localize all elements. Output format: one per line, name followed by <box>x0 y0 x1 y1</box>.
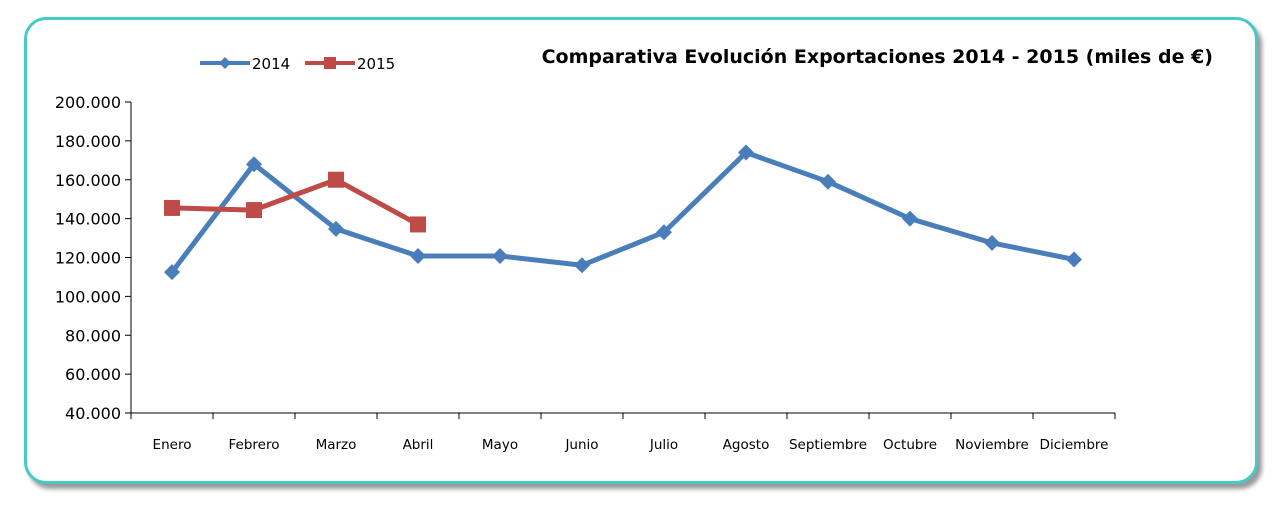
x-tick-label: Diciembre <box>1040 437 1109 453</box>
y-tick-label: 200.000 <box>55 93 121 112</box>
data-point <box>246 202 262 219</box>
legend-label: 2014 <box>252 55 290 73</box>
data-point <box>656 224 672 241</box>
y-tick-label: 80.000 <box>65 326 121 345</box>
series-line-2015 <box>171 177 420 227</box>
x-tick-label: Enero <box>153 437 192 453</box>
legend-marker-diamond-icon <box>219 57 231 69</box>
y-tick-label: 60.000 <box>65 365 121 384</box>
data-point <box>410 247 426 264</box>
series-2015 <box>164 171 426 233</box>
y-tick-label: 140.000 <box>55 210 121 229</box>
data-point <box>574 257 590 274</box>
data-point <box>984 234 1000 251</box>
x-tick-label: Marzo <box>316 437 357 453</box>
y-tick-label: 160.000 <box>55 171 121 190</box>
legend: 2014 2015 <box>200 55 395 73</box>
y-tick-label: 180.000 <box>55 132 121 151</box>
data-point <box>328 220 344 237</box>
data-point <box>328 171 344 188</box>
data-point <box>1066 251 1082 268</box>
legend-marker-square-icon <box>324 57 336 69</box>
data-point <box>164 199 180 216</box>
x-tick-label: Junio <box>564 437 598 453</box>
data-point <box>410 216 426 233</box>
x-tick-label: Abril <box>403 437 434 453</box>
x-tick-label: Julio <box>649 437 678 453</box>
data-point <box>902 210 918 227</box>
data-point <box>492 247 508 264</box>
x-tick-label: Mayo <box>482 437 518 453</box>
x-tick-label: Noviembre <box>955 437 1029 453</box>
series-line-2014 <box>170 150 1075 274</box>
chart-title: Comparativa Evolución Exportaciones 2014… <box>542 46 1213 68</box>
data-point <box>164 264 180 281</box>
data-point <box>246 156 262 173</box>
series <box>164 144 1082 281</box>
y-tick-label: 40.000 <box>65 404 121 423</box>
y-tick-label: 120.000 <box>55 249 121 268</box>
x-tick-label: Septiembre <box>789 437 867 453</box>
x-tick-label: Febrero <box>229 437 280 453</box>
x-tick-label: Agosto <box>723 437 770 453</box>
x-tick-label: Octubre <box>883 437 937 453</box>
chart-frame <box>24 17 1258 484</box>
data-point <box>820 173 836 190</box>
legend-label: 2015 <box>357 55 395 73</box>
y-tick-label: 100.000 <box>55 287 121 306</box>
data-point <box>738 144 754 161</box>
axes: 40.000 60.000 80.000 100.000 120.000 140.000 1… <box>55 93 1116 453</box>
series-2014 <box>164 144 1082 281</box>
